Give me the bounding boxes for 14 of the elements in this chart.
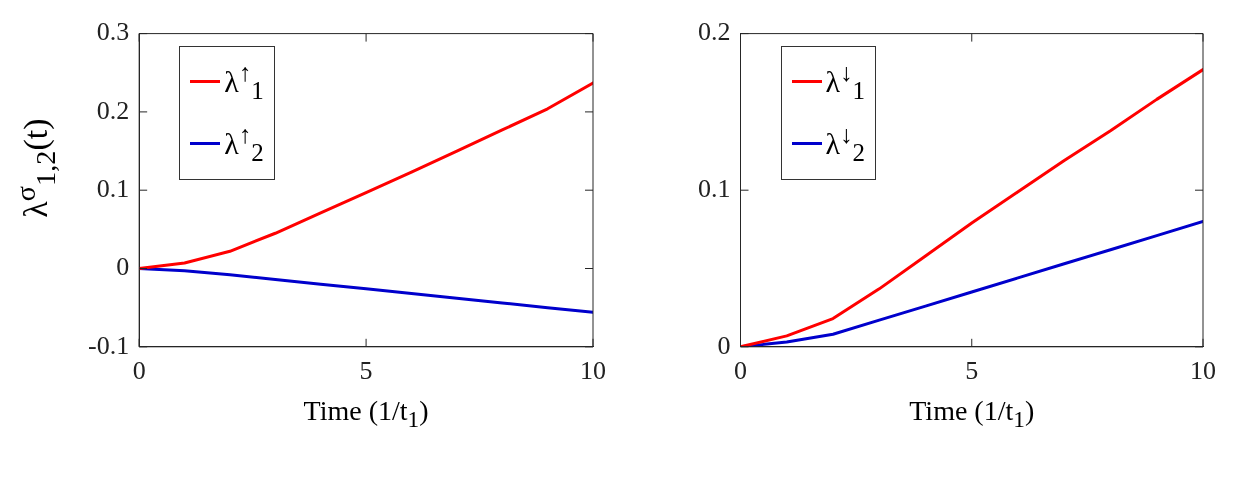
x-axis-title: Time (1/t$_{1}$) bbox=[302, 394, 430, 433]
y-tick-label: 0.1 bbox=[698, 174, 731, 204]
x-tick-label: 10 bbox=[1190, 356, 1216, 386]
y-tick-label: 0.1 bbox=[96, 174, 130, 204]
y-tick-label: 0 bbox=[116, 252, 130, 282]
x-tick-label: 10 bbox=[580, 356, 606, 386]
y-tick-label: 0.2 bbox=[698, 17, 731, 47]
x-tick-label: 5 bbox=[965, 356, 979, 386]
y-tick-label: 0.2 bbox=[96, 95, 130, 125]
y-tick-label: 0 bbox=[717, 330, 731, 360]
x-tick-label: 5 bbox=[359, 356, 373, 386]
y-tick-label: 0.3 bbox=[96, 17, 130, 47]
x-axis-title: Time (1/t$_{1}$) bbox=[908, 394, 1036, 433]
y-tick-label: -0.1 bbox=[87, 330, 130, 360]
